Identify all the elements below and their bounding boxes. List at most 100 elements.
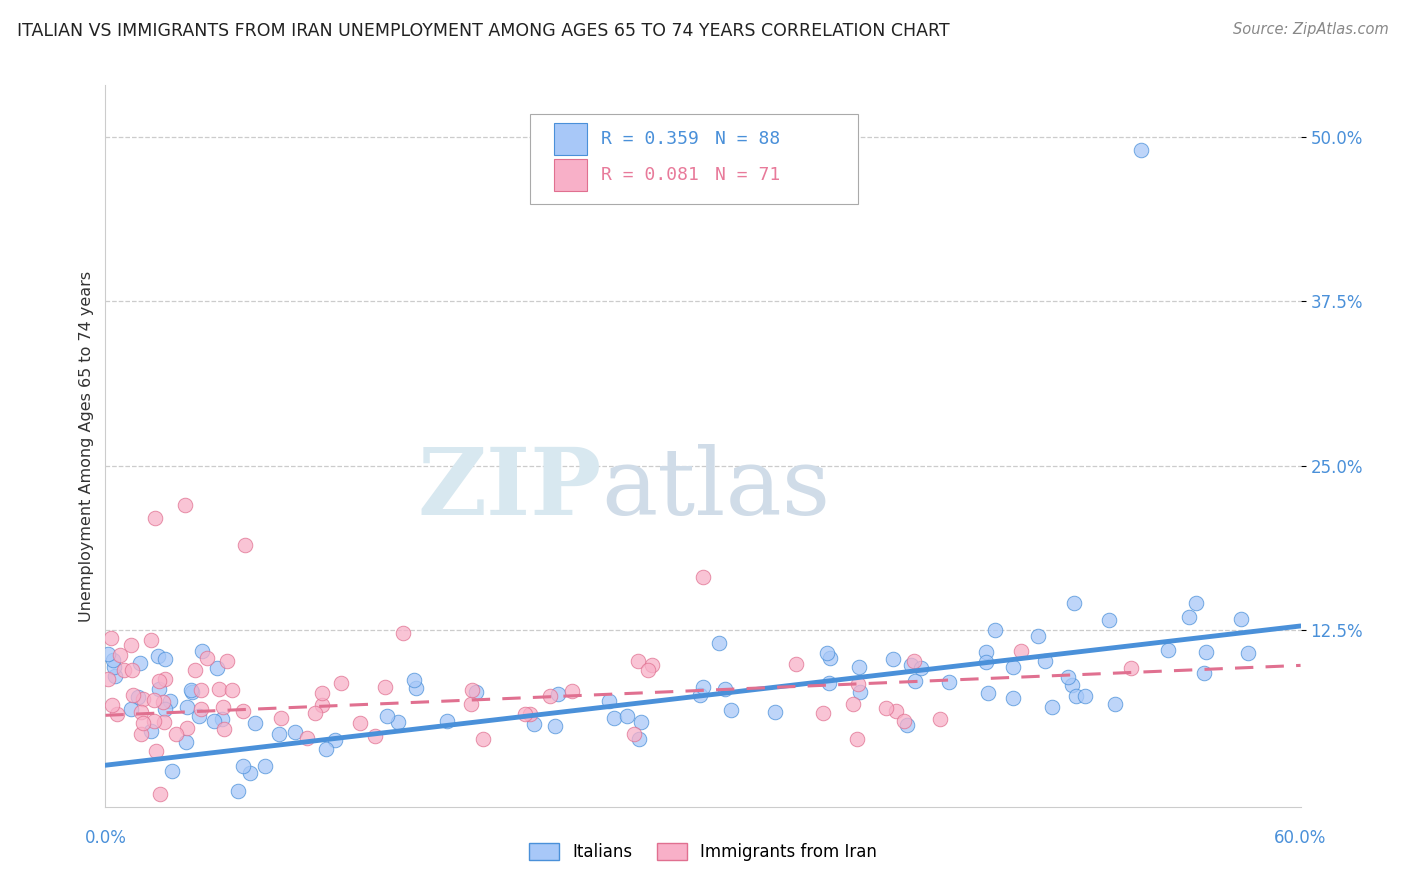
- Point: [820, 651, 842, 665]
- Point: [253, 759, 276, 773]
- Text: N = 71: N = 71: [716, 166, 780, 184]
- Point: [1040, 699, 1063, 714]
- Point: [375, 709, 398, 723]
- Legend: Italians, Immigrants from Iran: Italians, Immigrants from Iran: [522, 836, 884, 868]
- Bar: [554, 123, 588, 155]
- Point: [323, 733, 346, 747]
- Point: [896, 718, 918, 732]
- Point: [1195, 645, 1218, 659]
- Point: [190, 701, 212, 715]
- Point: [720, 703, 742, 717]
- Point: [928, 712, 950, 726]
- FancyBboxPatch shape: [530, 113, 858, 204]
- Text: 60.0%: 60.0%: [1274, 830, 1327, 847]
- Text: N = 88: N = 88: [716, 130, 780, 148]
- Point: [1230, 611, 1253, 625]
- Point: [903, 654, 925, 668]
- Point: [977, 686, 1000, 700]
- Point: [910, 660, 932, 674]
- Point: [598, 694, 620, 708]
- Point: [187, 709, 209, 723]
- Point: [190, 644, 212, 658]
- Point: [1063, 596, 1085, 610]
- Point: [311, 686, 333, 700]
- Point: [132, 692, 155, 706]
- Point: [105, 707, 128, 722]
- Point: [120, 638, 142, 652]
- Point: [815, 646, 838, 660]
- Point: [460, 698, 482, 712]
- Point: [146, 649, 169, 664]
- Point: [100, 698, 122, 712]
- Point: [112, 664, 135, 678]
- Point: [97, 673, 120, 687]
- Point: [1010, 643, 1032, 657]
- Point: [160, 764, 183, 778]
- Text: ZIP: ZIP: [418, 444, 602, 534]
- Point: [100, 631, 122, 645]
- Point: [97, 647, 120, 661]
- Point: [149, 787, 172, 801]
- Point: [212, 723, 235, 737]
- Point: [364, 729, 387, 743]
- Point: [238, 766, 260, 780]
- Point: [976, 645, 998, 659]
- Point: [1130, 144, 1153, 158]
- Point: [811, 706, 834, 720]
- Point: [228, 784, 250, 798]
- Point: [402, 673, 425, 687]
- Point: [127, 690, 149, 704]
- Point: [1192, 666, 1215, 681]
- Point: [174, 498, 197, 512]
- Point: [212, 700, 235, 714]
- Point: [374, 681, 396, 695]
- Point: [152, 694, 174, 708]
- Point: [1060, 678, 1083, 692]
- Point: [461, 682, 484, 697]
- Point: [882, 652, 904, 666]
- Point: [143, 511, 166, 525]
- Point: [108, 648, 131, 663]
- Point: [845, 731, 868, 746]
- Point: [195, 651, 218, 665]
- Point: [232, 705, 254, 719]
- Point: [128, 656, 150, 670]
- Point: [785, 657, 807, 672]
- Point: [544, 719, 567, 733]
- Point: [623, 727, 645, 741]
- Point: [1035, 654, 1057, 668]
- Point: [215, 654, 238, 668]
- Point: [523, 716, 546, 731]
- Point: [315, 742, 337, 756]
- Point: [842, 697, 865, 711]
- Point: [152, 715, 174, 730]
- Point: [202, 714, 225, 728]
- Point: [1066, 690, 1088, 704]
- Point: [904, 674, 927, 689]
- Point: [129, 705, 152, 719]
- Point: [938, 674, 960, 689]
- Point: [846, 677, 869, 691]
- Point: [270, 711, 292, 725]
- Point: [1185, 596, 1208, 610]
- Point: [180, 684, 202, 698]
- Point: [1097, 613, 1119, 627]
- Point: [763, 705, 786, 719]
- Point: [103, 669, 125, 683]
- Point: [628, 731, 651, 746]
- Point: [211, 712, 233, 726]
- Point: [1119, 661, 1142, 675]
- Point: [637, 663, 659, 677]
- Point: [122, 689, 145, 703]
- Point: [145, 744, 167, 758]
- Text: 0.0%: 0.0%: [84, 830, 127, 847]
- Point: [464, 684, 486, 698]
- Point: [875, 701, 897, 715]
- Text: atlas: atlas: [602, 444, 831, 534]
- Point: [391, 625, 413, 640]
- Point: [1157, 642, 1180, 657]
- Point: [208, 681, 231, 696]
- Point: [184, 663, 207, 677]
- Point: [120, 702, 142, 716]
- Point: [267, 727, 290, 741]
